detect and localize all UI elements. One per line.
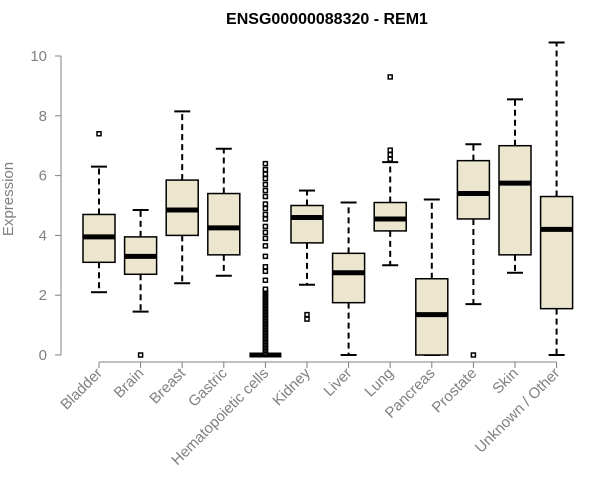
y-tick-label: 8 (39, 108, 47, 125)
box-liver (331, 201, 366, 356)
outlier-point (262, 286, 269, 292)
outlier-point (387, 147, 393, 153)
outlier-point (262, 201, 269, 207)
outlier-point (304, 316, 310, 322)
box-skin (498, 98, 532, 274)
box-kidney (290, 189, 324, 322)
x-tick-label: Lung (361, 365, 397, 401)
iqr-box (290, 204, 324, 244)
box-unknown-other (539, 41, 574, 356)
box-pancreas (415, 198, 449, 356)
outlier-point (470, 352, 477, 358)
iqr-box (498, 144, 532, 256)
outlier-point (262, 235, 269, 242)
outlier-point (387, 74, 393, 80)
outlier-point (262, 175, 269, 182)
box-prostate (456, 143, 491, 358)
box-hematopoietic-cells (249, 160, 282, 358)
y-axis: 0 2 4 6 8 10 (30, 48, 62, 364)
outlier-point (262, 253, 269, 260)
x-tick-label: Breast (146, 364, 189, 407)
iqr-box (456, 159, 491, 220)
outlier-point (262, 166, 269, 173)
y-tick-label: 0 (39, 347, 47, 364)
outlier-point (262, 264, 269, 270)
iqr-box (539, 195, 574, 310)
boxes (82, 41, 574, 358)
x-tick-label: Kidney (269, 364, 314, 409)
outlier-point (262, 268, 269, 275)
box-lung (373, 74, 407, 267)
outlier-point (387, 151, 393, 158)
outlier-point (262, 181, 269, 188)
x-tick-label: Skin (489, 365, 522, 398)
outlier-point (262, 205, 269, 212)
outlier-point (137, 352, 144, 358)
y-tick-label: 4 (39, 227, 47, 244)
chart-title: ENSG00000088320 - REM1 (226, 11, 428, 28)
x-tick-label: Brain (111, 365, 148, 402)
outlier-point (262, 193, 269, 200)
y-tick-label: 2 (39, 287, 47, 304)
box-gastric (207, 147, 241, 277)
outlier-point (262, 243, 269, 249)
outlier-point (262, 211, 269, 218)
box-bladder (82, 130, 116, 294)
outlier-point (262, 216, 269, 222)
outlier-point (262, 187, 269, 194)
outlier-point (96, 130, 102, 137)
y-tick-label: 10 (30, 48, 47, 65)
y-tick-label: 6 (39, 168, 47, 185)
outlier-point (262, 277, 269, 283)
outlier-point (262, 223, 269, 230)
outlier-point (262, 160, 269, 167)
outlier-point (262, 171, 269, 177)
box-brain (123, 208, 158, 358)
outlier-point (304, 311, 310, 318)
x-tick-label: Prostate (429, 365, 481, 417)
x-tick-label: Bladder (57, 365, 106, 414)
x-tick-label: Liver (320, 365, 355, 400)
outlier-point (262, 229, 269, 236)
iqr-box (207, 192, 241, 256)
iqr-box (331, 252, 366, 304)
box-breast (165, 110, 199, 285)
y-axis-title: Expression (0, 162, 17, 236)
outlier-point (387, 156, 393, 162)
